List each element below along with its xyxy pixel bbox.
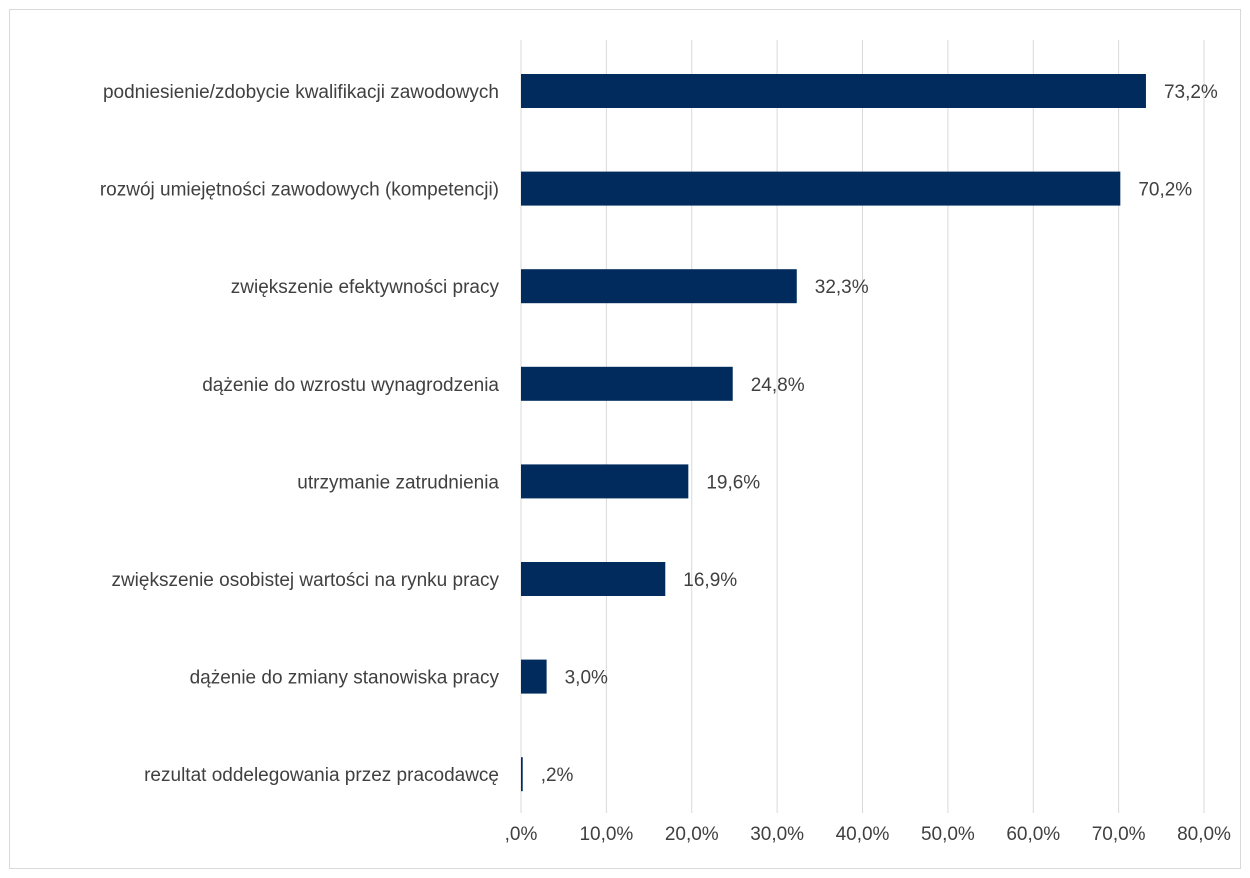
x-tick-label: 80,0% [1177, 824, 1231, 845]
category-label: dążenie do wzrostu wynagrodzenia [202, 375, 499, 396]
bar [521, 464, 689, 499]
category-label: zwiększenie efektywności pracy [231, 277, 500, 298]
bar [521, 269, 797, 304]
bar [521, 171, 1121, 206]
value-label: 19,6% [706, 472, 760, 493]
x-tick-label: 70,0% [1092, 824, 1146, 845]
category-label: rezultat oddelegowania przez pracodawcę [144, 765, 499, 786]
bar [521, 757, 523, 792]
category-label: podniesienie/zdobycie kwalifikacji zawod… [103, 82, 499, 103]
x-axis-tick-labels: ,0% 10,0% 20,0% 30,0% 40,0% 50,0% 60,0% 70,0% 80… [505, 824, 1231, 845]
bar-chart: podniesienie/zdobycie kwalifikacji zawod… [100, 40, 1231, 845]
value-label: 3,0% [565, 668, 608, 689]
x-tick-label: 10,0% [579, 824, 633, 845]
x-tick-label: 50,0% [921, 824, 975, 845]
x-tick-label: 60,0% [1006, 824, 1060, 845]
x-tick-label: 40,0% [836, 824, 890, 845]
bar [521, 74, 1146, 108]
category-label: zwiększenie osobistej wartości na rynku … [111, 570, 499, 591]
bar [521, 562, 666, 596]
x-tick-label: ,0% [505, 824, 538, 845]
bar [521, 659, 547, 694]
bars [521, 74, 1146, 792]
value-label: 70,2% [1138, 180, 1192, 201]
value-label: 24,8% [751, 375, 805, 396]
x-tick-label: 30,0% [750, 824, 804, 845]
grid-lines [520, 40, 1205, 813]
value-label: 16,9% [683, 570, 737, 591]
bar [521, 366, 733, 401]
category-label: dążenie do zmiany stanowiska pracy [190, 668, 500, 689]
x-tick-label: 20,0% [665, 824, 719, 845]
category-label: rozwój umiejętności zawodowych (kompeten… [100, 180, 499, 201]
category-labels: podniesienie/zdobycie kwalifikacji zawod… [100, 82, 500, 786]
category-label: utrzymanie zatrudnienia [297, 472, 499, 493]
value-label: 32,3% [815, 277, 869, 298]
value-label: ,2% [541, 765, 574, 786]
value-label: 73,2% [1164, 82, 1218, 103]
chart-frame: podniesienie/zdobycie kwalifikacji zawod… [9, 9, 1241, 869]
value-labels: 73,2% 70,2% 32,3% 24,8% 19,6% 16,9% 3,0% ,2% [541, 82, 1218, 786]
